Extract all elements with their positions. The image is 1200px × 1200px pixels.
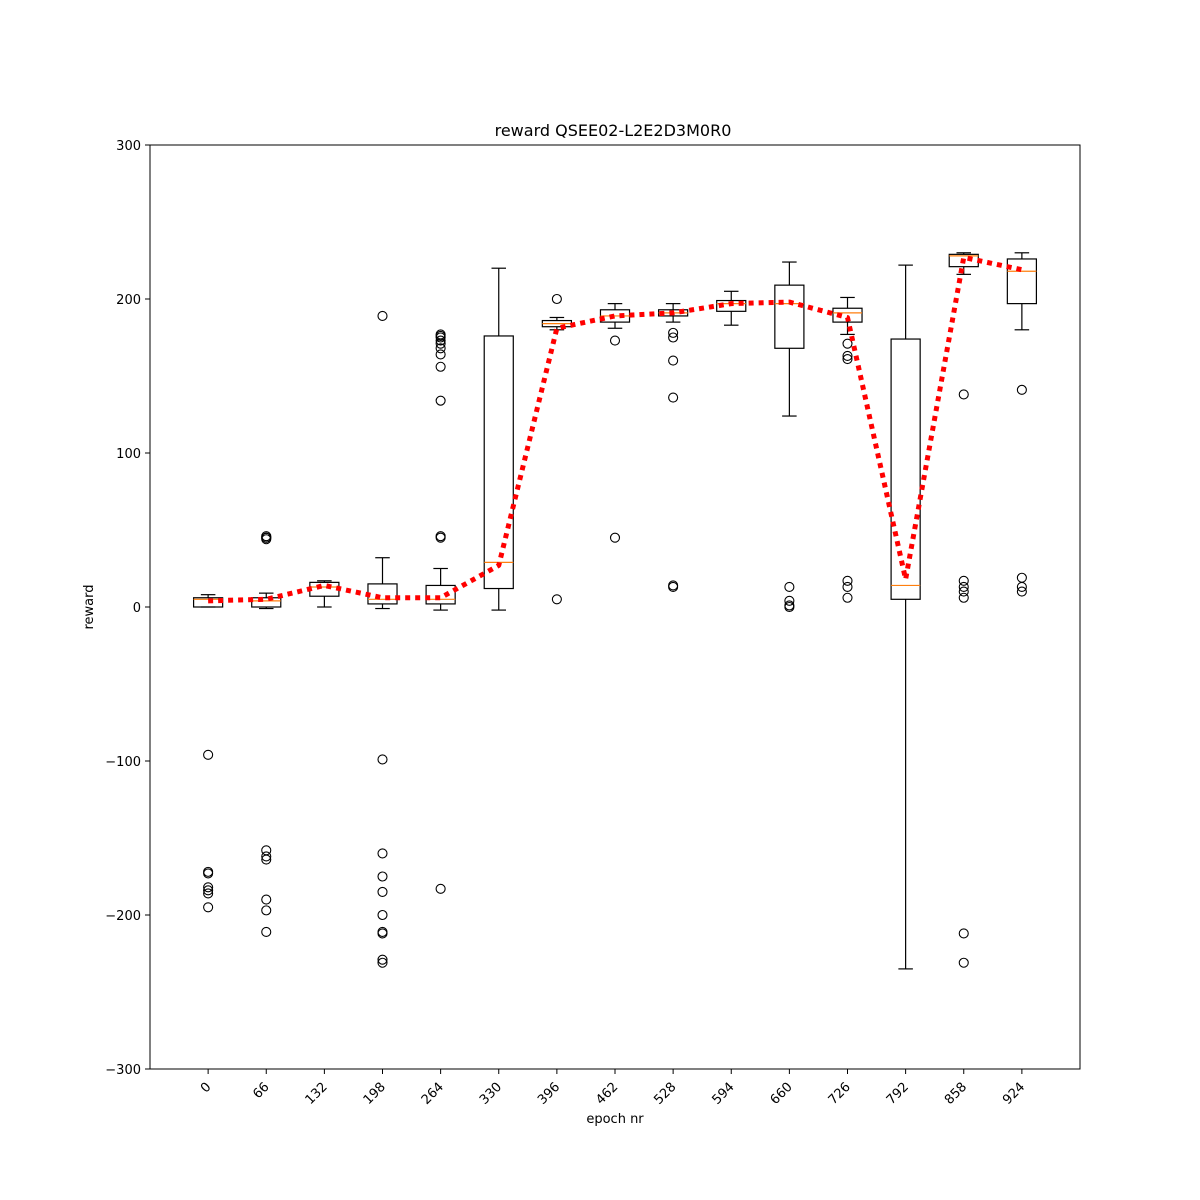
outlier-point bbox=[842, 354, 853, 365]
outlier-point bbox=[435, 349, 446, 360]
outlier-point bbox=[551, 293, 562, 305]
box-462 bbox=[599, 303, 631, 543]
iqr-box bbox=[1006, 258, 1038, 305]
outlier-point bbox=[958, 928, 969, 939]
outlier-point bbox=[958, 957, 969, 968]
iqr-box bbox=[716, 299, 747, 312]
outlier-point bbox=[261, 851, 272, 862]
iqr-box bbox=[774, 284, 805, 349]
outlier-point bbox=[1016, 384, 1027, 395]
x-axis-label: epoch nr bbox=[586, 1112, 644, 1127]
outlier-point bbox=[842, 338, 853, 349]
outlier-point bbox=[842, 350, 853, 362]
outlier-point bbox=[609, 335, 621, 346]
outlier-point bbox=[784, 581, 795, 593]
iqr-box bbox=[483, 335, 514, 590]
outlier-point bbox=[1016, 581, 1027, 593]
outlier-point bbox=[958, 581, 969, 593]
outlier-point bbox=[842, 575, 853, 586]
outlier-point bbox=[203, 868, 214, 879]
outlier-point bbox=[958, 575, 969, 586]
outlier-point bbox=[377, 871, 388, 882]
y-tick-label: 300 bbox=[116, 139, 141, 154]
outlier-point bbox=[377, 928, 388, 939]
outlier-point bbox=[609, 532, 621, 543]
outlier-point bbox=[261, 531, 272, 542]
outlier-point bbox=[203, 888, 214, 899]
outlier-point bbox=[1016, 586, 1027, 597]
y-tick-label: −200 bbox=[105, 909, 141, 924]
outlier-point bbox=[261, 905, 272, 916]
outlier-point bbox=[958, 389, 969, 400]
outlier-point bbox=[435, 361, 446, 372]
outlier-point bbox=[784, 595, 795, 606]
y-tick-label: 0 bbox=[133, 601, 141, 616]
y-axis-label: reward bbox=[82, 584, 97, 629]
outlier-point bbox=[435, 395, 446, 406]
outlier-point bbox=[784, 601, 795, 613]
outlier-point bbox=[551, 594, 562, 605]
outlier-point bbox=[203, 882, 214, 893]
y-tick-label: 100 bbox=[116, 447, 141, 462]
iqr-box bbox=[832, 307, 863, 323]
outlier-point bbox=[377, 954, 388, 965]
box-924 bbox=[1006, 252, 1038, 597]
outlier-point bbox=[435, 335, 446, 346]
box-726 bbox=[832, 296, 863, 603]
outlier-point bbox=[203, 902, 214, 913]
y-tick-label: 200 bbox=[116, 293, 141, 308]
outlier-point bbox=[377, 310, 388, 321]
outlier-point bbox=[377, 909, 388, 921]
outlier-point bbox=[435, 531, 446, 542]
iqr-box bbox=[251, 597, 282, 608]
y-tick-label: −300 bbox=[105, 1063, 141, 1078]
box-792 bbox=[890, 264, 921, 970]
box-660 bbox=[774, 261, 805, 613]
chart-title: reward QSEE02-L2E2D3M0R0 bbox=[495, 121, 732, 140]
outlier-point bbox=[668, 332, 679, 343]
outlier-point bbox=[668, 327, 679, 338]
outlier-point bbox=[261, 894, 272, 905]
outlier-point bbox=[203, 749, 214, 760]
outlier-point bbox=[377, 957, 388, 968]
outlier-point bbox=[842, 592, 853, 603]
outlier-point bbox=[435, 329, 446, 340]
axes-frame bbox=[149, 144, 1081, 1070]
outlier-point bbox=[668, 355, 679, 366]
iqr-box bbox=[890, 338, 921, 600]
outlier-point bbox=[668, 392, 679, 403]
outlier-point bbox=[435, 883, 446, 894]
outlier-point bbox=[958, 586, 969, 597]
iqr-box bbox=[425, 584, 456, 605]
outlier-point bbox=[377, 886, 388, 897]
box-66 bbox=[251, 531, 282, 937]
outlier-point bbox=[435, 343, 446, 354]
outlier-point bbox=[668, 581, 679, 593]
outlier-point bbox=[377, 754, 388, 765]
outlier-point bbox=[261, 854, 272, 865]
y-tick-label: −100 bbox=[105, 755, 141, 770]
outlier-point bbox=[203, 885, 214, 896]
outlier-point bbox=[261, 926, 272, 937]
outlier-point bbox=[842, 581, 853, 593]
box-264 bbox=[425, 329, 456, 894]
outlier-point bbox=[958, 592, 969, 603]
outlier-point bbox=[377, 848, 388, 859]
